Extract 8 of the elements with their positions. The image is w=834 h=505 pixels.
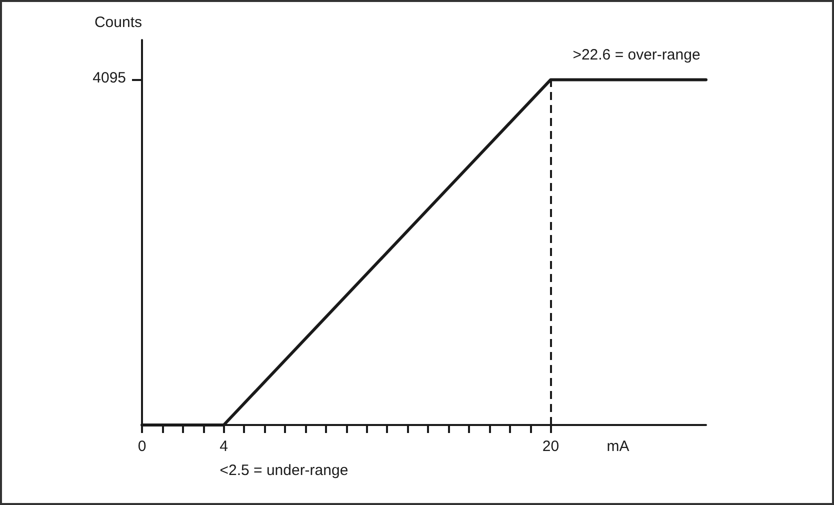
x-tick-label: 0: [138, 438, 146, 455]
text: >22.6 = over-range: [572, 46, 700, 64]
text: 4095: [92, 70, 126, 87]
y-axis-title: Counts: [94, 14, 142, 31]
text: <2.5 = under-range: [220, 462, 348, 479]
x-tick-label: 4: [220, 438, 228, 455]
x-tick-label: 20: [542, 438, 560, 455]
x-axis-title: mA: [606, 438, 630, 455]
